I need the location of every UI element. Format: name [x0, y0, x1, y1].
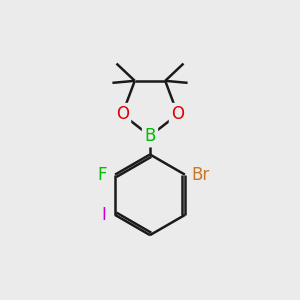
Text: B: B: [144, 127, 156, 145]
Text: O: O: [116, 105, 129, 123]
Text: I: I: [101, 206, 106, 224]
Text: F: F: [98, 166, 107, 184]
Text: Br: Br: [191, 166, 210, 184]
Text: O: O: [171, 105, 184, 123]
